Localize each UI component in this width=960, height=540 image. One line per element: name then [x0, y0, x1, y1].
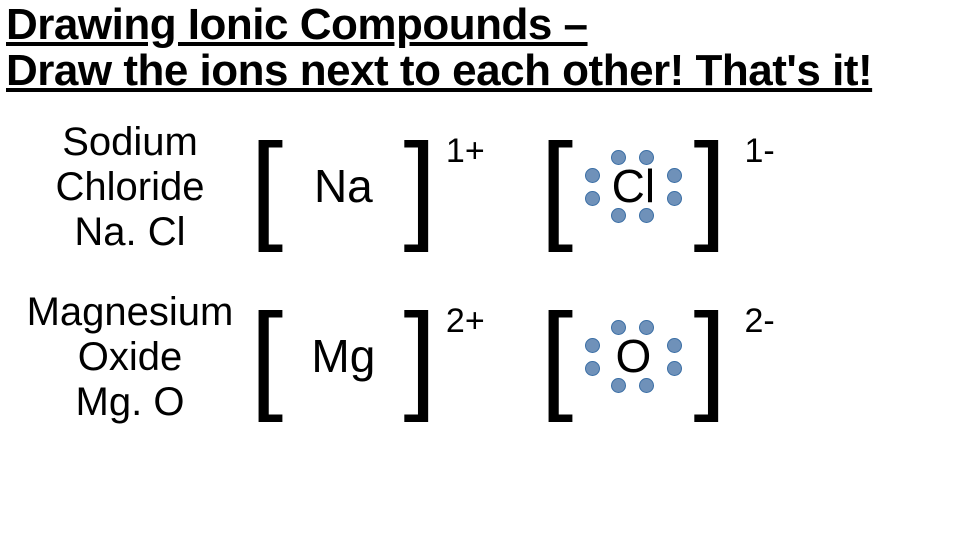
page-title: Drawing Ionic Compounds – Draw the ions …	[0, 0, 960, 94]
electron-dot-icon	[585, 168, 600, 183]
title-line-2: Draw the ions next to each other! That's…	[6, 48, 954, 94]
compound-name-line2: Chloride	[10, 165, 250, 210]
anion-block-o: [ O ] 2-	[540, 296, 727, 416]
left-bracket-icon: [	[250, 296, 283, 416]
compound-formula: Mg. O	[0, 380, 260, 425]
element-symbol-cl: Cl	[612, 159, 655, 213]
right-bracket-icon: ]	[403, 126, 436, 246]
right-bracket-icon: ]	[693, 126, 726, 246]
cation-center-mg: Mg	[283, 306, 403, 406]
right-bracket-icon: ]	[403, 296, 436, 416]
left-bracket-icon: [	[540, 126, 573, 246]
electron-dot-icon	[667, 361, 682, 376]
charge-label-na: 1+	[446, 132, 485, 171]
left-bracket-icon: [	[540, 296, 573, 416]
compound-label-nacl: Sodium Chloride Na. Cl	[10, 120, 250, 254]
compound-name-line1: Magnesium	[0, 290, 260, 335]
electron-dot-icon	[667, 338, 682, 353]
electron-dot-icon	[667, 191, 682, 206]
charge-label-cl: 1-	[744, 132, 774, 171]
anion-center-o: O	[573, 306, 693, 406]
right-bracket-icon: ]	[693, 296, 726, 416]
element-symbol-mg: Mg	[311, 329, 375, 383]
cation-center-na: Na	[283, 136, 403, 236]
compound-label-mgo: Magnesium Oxide Mg. O	[0, 290, 260, 424]
electron-dot-icon	[585, 338, 600, 353]
cation-block-mg: [ Mg ] 2+	[250, 296, 437, 416]
left-bracket-icon: [	[250, 126, 283, 246]
charge-label-mg: 2+	[446, 302, 485, 341]
anion-center-cl: Cl	[573, 136, 693, 236]
title-line-1: Drawing Ionic Compounds –	[6, 2, 954, 48]
charge-label-o: 2-	[744, 302, 774, 341]
element-symbol-na: Na	[314, 159, 373, 213]
compound-name-line2: Oxide	[0, 335, 260, 380]
electron-dot-icon	[667, 168, 682, 183]
compound-name-line1: Sodium	[10, 120, 250, 165]
anion-block-cl: [ Cl ] 1-	[540, 126, 727, 246]
cation-block-na: [ Na ] 1+	[250, 126, 437, 246]
compound-formula: Na. Cl	[10, 210, 250, 255]
element-symbol-o: O	[615, 329, 651, 383]
electron-dot-icon	[585, 361, 600, 376]
electron-dot-icon	[585, 191, 600, 206]
